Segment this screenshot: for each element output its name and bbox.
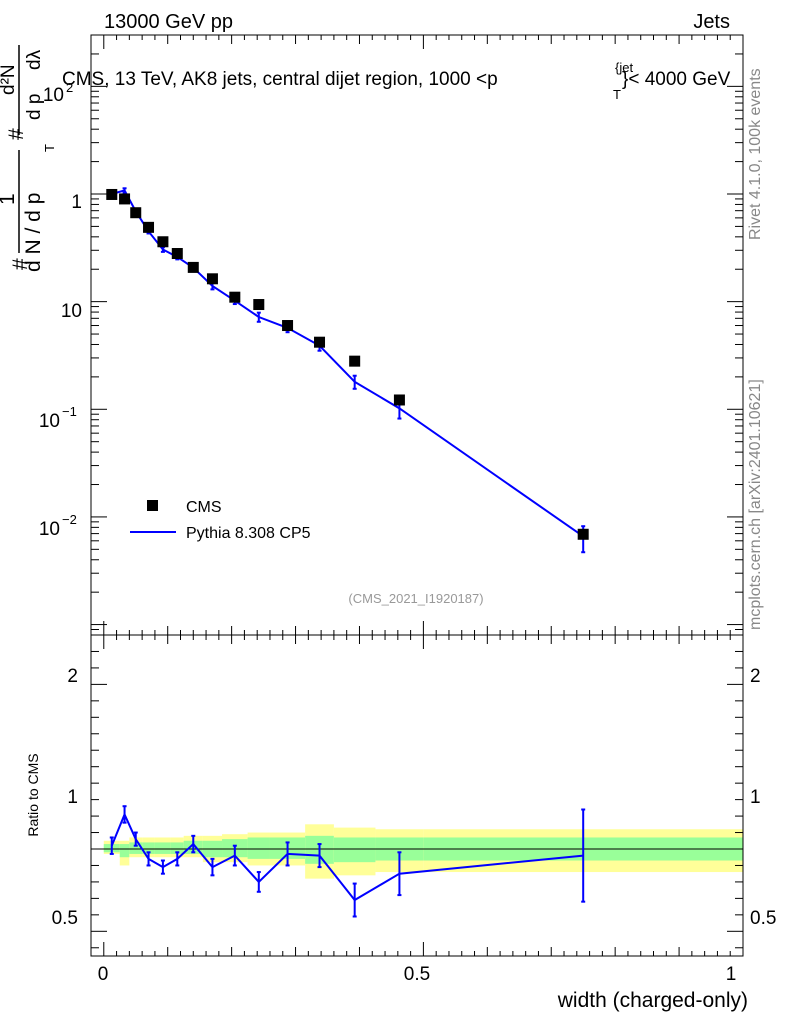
main-title-end: }< 4000 GeV	[622, 69, 731, 90]
x-tick-label-0: 0	[98, 964, 109, 985]
cms-data-point	[187, 261, 199, 273]
ratio-frame	[90, 634, 744, 957]
main-series-group	[106, 187, 589, 554]
legend-cms-label: CMS	[186, 499, 222, 516]
x-axis-label: width (charged-only)	[557, 989, 748, 1012]
x-tick-label-0p5: 0.5	[404, 964, 430, 985]
main-y-axis-label: # 1 d N / d p T # d²N d p dλ	[0, 45, 57, 272]
cms-data-point	[119, 193, 131, 205]
main-y-tick-label-0p1: 10	[39, 411, 60, 432]
ratio-y-tick-label-1-right: 1	[750, 787, 761, 808]
ratio-y-tick-labels: 2 1 0.5 2 1 0.5	[52, 666, 777, 929]
cms-data-point	[206, 273, 218, 285]
legend-cms-marker	[147, 500, 158, 511]
ylabel-hash-1: #	[9, 258, 32, 270]
cms-data-point	[130, 207, 142, 219]
cms-data-point	[314, 336, 326, 348]
ratio-series-group	[109, 805, 586, 918]
main-y-tick-exp-0p01: −2	[62, 512, 77, 527]
header-left-title: 13000 GeV pp	[104, 11, 233, 33]
ratio-y-tick-label-2-left: 2	[67, 666, 78, 687]
main-y-tick-label-0p01: 10	[39, 519, 60, 540]
ylabel-T: T	[42, 144, 57, 152]
cms-data-point	[143, 221, 155, 233]
rivet-watermark: Rivet 4.1.0, 100k events	[747, 68, 764, 240]
main-title-superscript: {jet	[615, 60, 633, 75]
legend-pythia-label: Pythia 8.308 CP5	[186, 525, 311, 542]
cms-data-point	[253, 299, 265, 311]
cms-data-point	[106, 188, 118, 200]
ratio-y-tick-label-1-left: 1	[67, 787, 78, 808]
cms-data-point	[171, 248, 183, 260]
cms-data-point	[282, 320, 294, 332]
main-plot-area	[90, 34, 744, 636]
ylabel-d2N: d²N	[0, 64, 19, 95]
ylabel-dpT: d p	[24, 94, 45, 120]
cms-data-point	[577, 528, 589, 540]
main-title: CMS, 13 TeV, AK8 jets, central dijet reg…	[62, 69, 498, 90]
main-y-tick-exp-100: 2	[66, 80, 73, 95]
ylabel-dN-dpT: d N / d p	[22, 193, 45, 272]
ylabel-hash-2: #	[5, 128, 28, 140]
main-title-subscript: T	[613, 87, 621, 102]
main-y-tick-labels: 10 2 1 10 10 −1 10 −2	[39, 80, 82, 540]
main-frame	[90, 34, 744, 636]
cms-data-point	[393, 394, 405, 406]
ratio-y-tick-label-0p5-left: 0.5	[52, 908, 78, 929]
ratio-plot-area	[90, 634, 744, 957]
mcplots-watermark: mcplots.cern.ch [arXiv:2401.10621]	[747, 379, 764, 630]
cms-data-point	[157, 236, 169, 248]
main-y-tick-label-1: 10	[61, 301, 82, 322]
ylabel-one: 1	[0, 193, 19, 205]
ratio-band-inner	[333, 837, 376, 863]
ratio-band-inner	[154, 842, 171, 854]
ylabel-dlambda: dλ	[24, 49, 45, 70]
main-y-tick-exp-0p1: −1	[62, 404, 77, 419]
main-title-text: CMS, 13 TeV, AK8 jets, central dijet reg…	[62, 69, 498, 90]
ratio-band-inner	[247, 837, 270, 859]
cms-data-point	[349, 355, 361, 367]
ratio-band-inner	[170, 842, 184, 854]
ratio-band-inner	[129, 842, 143, 854]
main-y-tick-label-100: 10	[43, 85, 64, 106]
ratio-y-tick-label-2-right: 2	[750, 666, 761, 687]
ratio-band-inner	[142, 842, 155, 854]
ratio-y-tick-label-0p5-right: 0.5	[750, 908, 776, 929]
header-right-title: Jets	[693, 11, 730, 33]
analysis-id-annotation: (CMS_2021_I1920187)	[348, 591, 483, 606]
ratio-y-axis-label: Ratio to CMS	[25, 753, 41, 836]
pythia-line	[111, 189, 584, 538]
cms-data-point	[229, 291, 241, 303]
x-tick-label-1: 1	[726, 964, 737, 985]
ratio-band-inner	[119, 844, 130, 858]
x-tick-labels: 0 0.5 1	[98, 964, 737, 985]
legend: CMS Pythia 8.308 CP5	[130, 499, 311, 542]
main-y-tick-label-10: 1	[71, 192, 82, 213]
